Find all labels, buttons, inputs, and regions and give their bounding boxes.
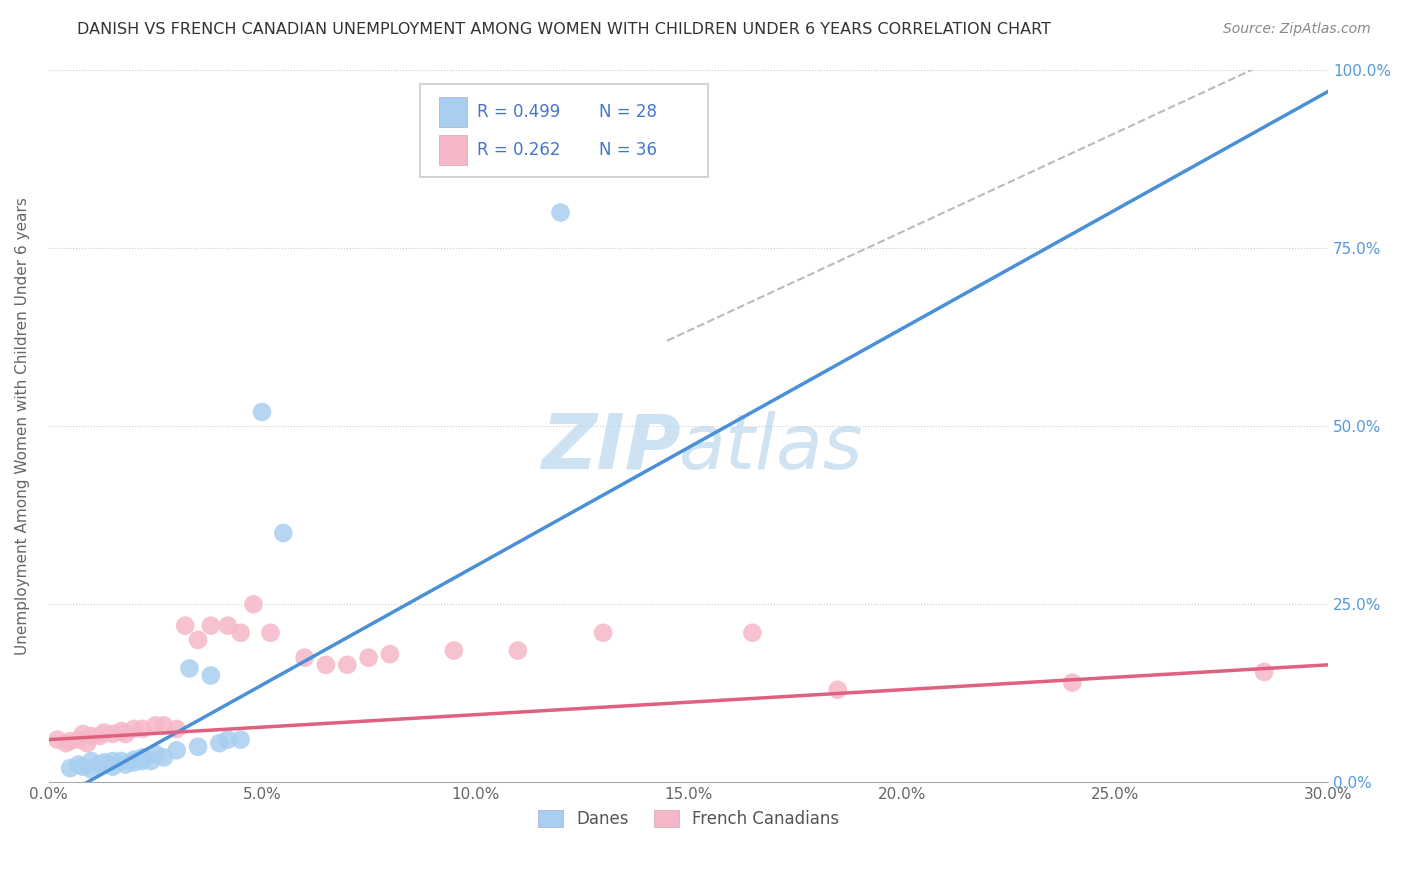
Point <box>217 618 239 632</box>
Point <box>271 526 294 541</box>
Point <box>101 760 124 774</box>
Point <box>131 722 153 736</box>
Point <box>592 625 614 640</box>
Text: atlas: atlas <box>679 410 863 484</box>
Point <box>145 747 167 761</box>
Text: N = 28: N = 28 <box>599 103 657 121</box>
Point <box>187 739 209 754</box>
Point <box>93 756 115 770</box>
Point <box>506 643 529 657</box>
Point <box>217 732 239 747</box>
Point <box>229 625 252 640</box>
Point <box>59 761 82 775</box>
Text: ZIP: ZIP <box>541 410 682 484</box>
Point <box>200 668 222 682</box>
Point <box>101 727 124 741</box>
Point <box>200 618 222 632</box>
Point <box>89 757 111 772</box>
Point <box>101 754 124 768</box>
Point <box>174 618 197 632</box>
Point <box>139 754 162 768</box>
Point <box>315 657 337 672</box>
Y-axis label: Unemployment Among Women with Children Under 6 years: Unemployment Among Women with Children U… <box>15 197 30 655</box>
Point <box>122 722 145 736</box>
Point <box>179 661 201 675</box>
Point <box>550 205 572 219</box>
Point <box>80 729 103 743</box>
Point <box>55 736 77 750</box>
Point <box>114 727 136 741</box>
Text: N = 36: N = 36 <box>599 141 657 159</box>
Point <box>72 727 94 741</box>
Text: R = 0.499: R = 0.499 <box>478 103 561 121</box>
FancyBboxPatch shape <box>420 85 707 177</box>
Point <box>166 743 188 757</box>
Point <box>93 725 115 739</box>
Point <box>378 647 401 661</box>
Point <box>67 757 90 772</box>
Text: Source: ZipAtlas.com: Source: ZipAtlas.com <box>1223 22 1371 37</box>
Legend: Danes, French Canadians: Danes, French Canadians <box>531 803 846 835</box>
Point <box>741 625 763 640</box>
Point <box>357 650 380 665</box>
Point <box>827 682 849 697</box>
Point <box>208 736 231 750</box>
Point <box>166 722 188 736</box>
Point <box>76 736 98 750</box>
Point <box>110 754 132 768</box>
Point <box>187 632 209 647</box>
Point <box>1062 675 1084 690</box>
Point <box>443 643 465 657</box>
Bar <box>439 135 467 165</box>
Text: R = 0.262: R = 0.262 <box>478 141 561 159</box>
Point <box>122 756 145 770</box>
Point <box>110 724 132 739</box>
Point <box>80 754 103 768</box>
Point <box>67 732 90 747</box>
Point <box>229 732 252 747</box>
Point <box>336 657 359 672</box>
Point <box>122 753 145 767</box>
Point <box>72 760 94 774</box>
Point <box>131 750 153 764</box>
Point <box>259 625 281 640</box>
Point <box>59 734 82 748</box>
Point <box>294 650 316 665</box>
Point <box>153 750 176 764</box>
Point <box>1253 665 1275 679</box>
Point <box>131 754 153 768</box>
Point <box>153 718 176 732</box>
Point <box>250 405 273 419</box>
Point <box>46 732 69 747</box>
Point <box>114 757 136 772</box>
Bar <box>439 97 467 127</box>
Point <box>145 718 167 732</box>
Point <box>89 729 111 743</box>
Point <box>242 597 264 611</box>
Text: DANISH VS FRENCH CANADIAN UNEMPLOYMENT AMONG WOMEN WITH CHILDREN UNDER 6 YEARS C: DANISH VS FRENCH CANADIAN UNEMPLOYMENT A… <box>77 22 1052 37</box>
Point <box>80 763 103 777</box>
